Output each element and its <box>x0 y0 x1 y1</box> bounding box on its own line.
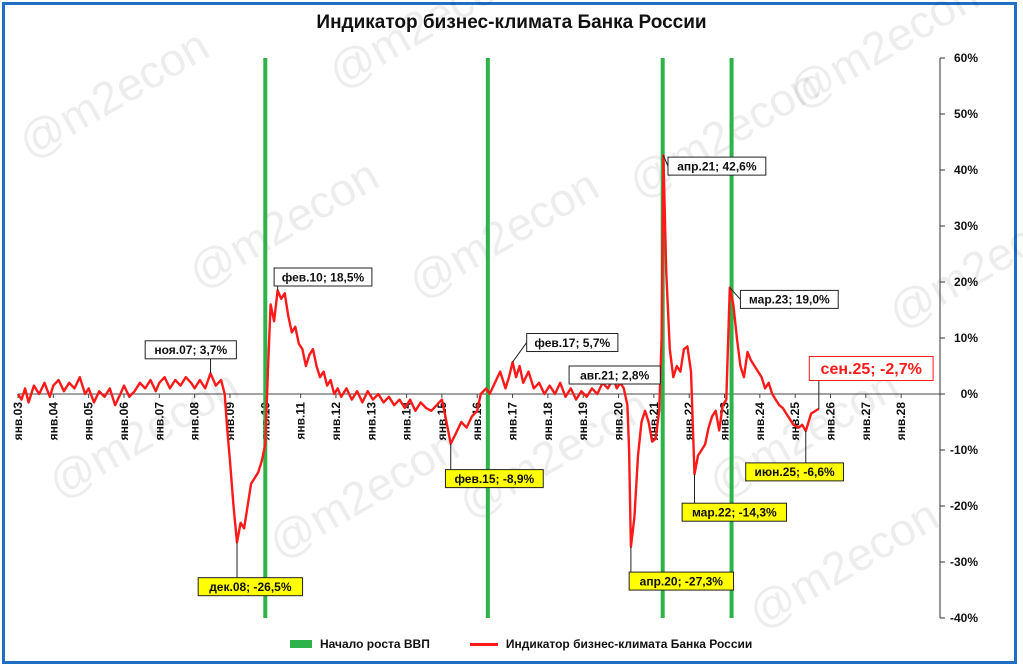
annotation-box <box>197 577 304 597</box>
y-tick-label: -30% <box>950 555 978 569</box>
annotation-box <box>444 469 544 489</box>
y-tick-label: 0% <box>961 387 979 401</box>
annotation-box <box>628 571 735 591</box>
annotation-box <box>745 462 845 482</box>
y-tick-label: -10% <box>950 443 978 457</box>
annotation-box <box>526 333 619 353</box>
annotation-connector <box>662 155 669 167</box>
x-tick-label: янв.26 <box>823 402 837 441</box>
annotation-label: сен.25; -2,7% <box>821 361 922 378</box>
annotation-box <box>667 156 767 176</box>
y-tick-label: 10% <box>954 331 978 345</box>
series-line-indicator <box>16 154 820 549</box>
legend-item-indicator: Индикатор бизнес-климата Банка России <box>469 637 753 651</box>
annotation-box <box>808 355 934 381</box>
x-tick-label: янв.24 <box>753 402 767 441</box>
y-tick-label: 50% <box>954 107 978 121</box>
annotation-box <box>681 502 788 522</box>
x-tick-label: янв.11 <box>294 402 308 440</box>
annotation-label: фев.10; 18,5% <box>282 270 365 284</box>
y-tick-label: 20% <box>954 275 978 289</box>
x-tick-label: янв.04 <box>46 402 60 441</box>
legend-swatch-indicator <box>469 642 498 646</box>
x-tick-label: янв.12 <box>329 402 343 441</box>
x-tick-label: янв.07 <box>152 402 166 441</box>
annotation-label: апр.20; -27,3% <box>640 574 724 588</box>
annotation-label: фев.17; 5,7% <box>534 336 610 350</box>
x-tick-label: янв.17 <box>506 402 520 441</box>
watermark-text: @m2econ <box>879 188 1023 338</box>
annotation-label: мар.23; 19,0% <box>749 293 830 307</box>
annotation-label: апр.21; 42,6% <box>677 159 757 173</box>
x-tick-label: янв.08 <box>188 402 202 441</box>
x-tick-label: янв.16 <box>470 402 484 441</box>
watermark-text: @m2econ <box>399 158 607 308</box>
legend-swatch-gdp <box>290 640 312 648</box>
chart-title: Индикатор бизнес-климата Банка России <box>316 12 707 33</box>
x-tick-label: янв.03 <box>11 402 25 441</box>
x-tick-label: янв.05 <box>82 402 96 441</box>
annotation-label: дек.08; -26,5% <box>209 580 292 594</box>
y-tick-label: 30% <box>954 219 978 233</box>
x-tick-label: янв.13 <box>364 402 378 441</box>
watermark-text: @m2econ <box>319 0 527 99</box>
annotation-label: авг.21; 2,8% <box>580 368 650 382</box>
chart-legend: Начало роста ВВП Индикатор бизнес-климат… <box>290 637 782 651</box>
annotation-box <box>144 340 237 360</box>
y-tick-label: -40% <box>950 611 978 625</box>
y-tick-label: 40% <box>954 163 978 177</box>
annotation-label: фев.15; -8,9% <box>454 472 534 486</box>
annotation-box <box>739 289 839 309</box>
annotation-box <box>273 267 373 287</box>
x-tick-label: янв.18 <box>541 402 555 441</box>
x-tick-label: янв.28 <box>894 402 908 441</box>
watermark-text: @m2econ <box>39 358 247 508</box>
annotation-connector <box>512 342 528 363</box>
legend-label-indicator: Индикатор бизнес-климата Банка России <box>505 637 753 651</box>
x-tick-label: янв.14 <box>400 402 414 441</box>
annotation-connector <box>729 287 741 300</box>
x-tick-label: янв.19 <box>576 402 590 441</box>
x-tick-label: янв.20 <box>612 402 626 441</box>
annotation-box <box>568 365 661 385</box>
annotation-label: мар.22; -14,3% <box>692 506 777 520</box>
y-tick-label: 60% <box>954 51 978 65</box>
legend-item-gdp: Начало роста ВВП <box>290 637 430 651</box>
x-tick-label: янв.27 <box>859 402 873 441</box>
y-tick-label: -20% <box>950 499 978 513</box>
annotation-label: ноя.07; 3,7% <box>154 343 227 357</box>
x-tick-label: янв.06 <box>117 402 131 441</box>
annotation-label: июн.25; -6,6% <box>754 465 835 479</box>
watermark-text: @m2econ <box>9 18 217 168</box>
legend-label-gdp: Начало роста ВВП <box>320 637 430 651</box>
x-tick-label: янв.25 <box>788 402 802 441</box>
